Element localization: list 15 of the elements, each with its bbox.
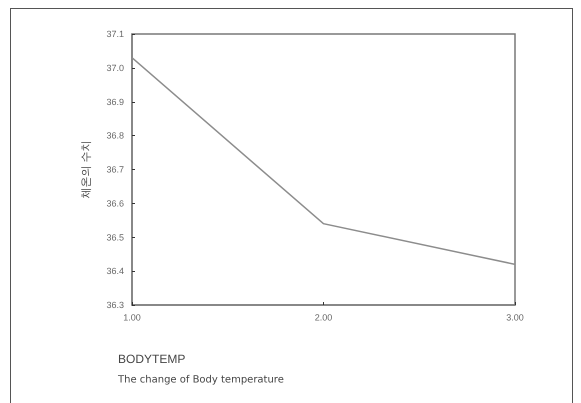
y-axis-title: 체온의 수치 [80,140,92,199]
y-tick-label: 37.1 [106,29,124,39]
x-axis-title: BODYTEMP [118,352,186,366]
y-tick-label: 36.8 [106,130,124,141]
y-tick-label: 36.4 [106,266,124,276]
y-tick-label: 36.3 [106,300,124,310]
y-tick-label: 36.6 [106,198,124,208]
x-tick-label: 1.00 [123,312,141,322]
x-tick-label: 2.00 [314,312,332,322]
text: The change of Body temperature [117,374,284,386]
y-tick-label: 37.0 [106,62,124,73]
y-tick-label: 36.7 [106,164,124,174]
y-tick-label: 36.5 [106,232,124,242]
y-tick-label: 36.9 [106,96,124,107]
x-tick-label: 3.00 [506,312,524,322]
